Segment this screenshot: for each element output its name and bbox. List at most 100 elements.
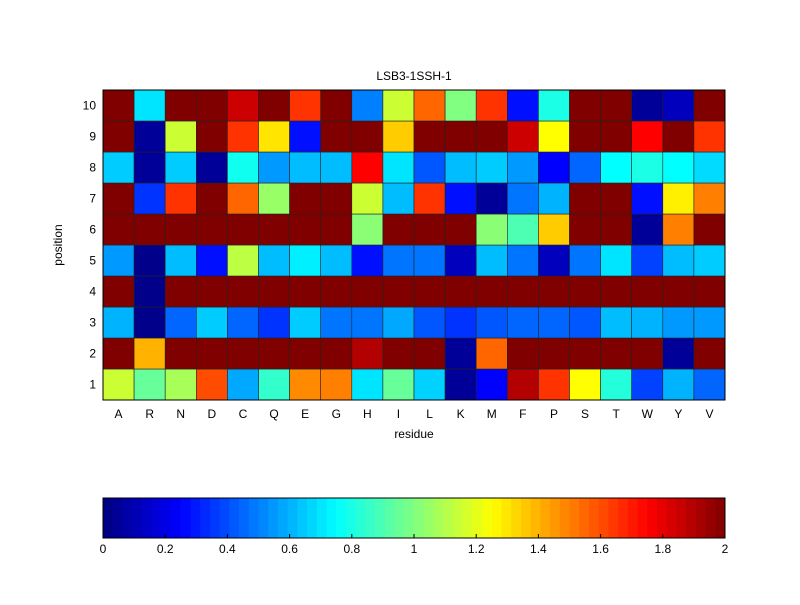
heatmap-cell: [320, 368, 353, 401]
heatmap-cell: [693, 89, 726, 122]
heatmap-cell: [164, 306, 197, 339]
heatmap-cell: [133, 244, 166, 277]
colorbar-segment: [482, 498, 493, 538]
heatmap-cell: [631, 120, 664, 153]
heatmap-cell: [569, 275, 601, 308]
colorbar-segment: [676, 498, 687, 538]
heatmap-cell: [227, 337, 259, 370]
heatmap-cell: [196, 213, 228, 246]
heatmap-cell: [289, 306, 322, 339]
heatmap-cell: [196, 120, 228, 153]
heatmap-cell: [351, 337, 384, 370]
heatmap-cell: [133, 368, 166, 401]
heatmap-cell: [662, 275, 695, 308]
heatmap-cell: [102, 89, 135, 122]
heatmap-cell: [320, 151, 353, 184]
heatmap-cell: [351, 151, 384, 184]
heatmap-cell: [693, 213, 726, 246]
heatmap-cell: [631, 337, 664, 370]
y-tick-labels: 1 2 3 4 5 6 7 8 9 10: [83, 99, 97, 392]
x-tick-label: P: [550, 407, 558, 421]
heatmap-cell: [413, 182, 446, 215]
colorbar-segment: [520, 498, 532, 538]
colorbar-segment: [695, 498, 707, 538]
heatmap-cell: [289, 120, 322, 153]
colorbar-segment: [462, 498, 473, 538]
heatmap-cell: [164, 368, 197, 401]
heatmap-cell: [444, 368, 477, 401]
heatmap-cell: [102, 182, 135, 215]
heatmap-cell: [600, 337, 632, 370]
y-axis-label: position: [51, 224, 65, 265]
heatmap-cell: [631, 244, 664, 277]
heatmap-cell: [133, 151, 166, 184]
colorbar-segment: [423, 498, 434, 538]
heatmap-cell: [227, 89, 259, 122]
colorbar-segment: [569, 498, 580, 538]
heatmap-cell: [693, 275, 726, 308]
heatmap-cell: [382, 182, 415, 215]
heatmap-cell: [506, 213, 539, 246]
heatmap-cell: [506, 306, 539, 339]
heatmap-cell: [444, 306, 477, 339]
heatmap-cell: [320, 306, 353, 339]
heatmap-cell: [227, 213, 259, 246]
colorbar-tick-label: 1.4: [530, 542, 547, 556]
heatmap-cell: [289, 182, 322, 215]
heatmap-cell: [475, 337, 508, 370]
heatmap-cell: [413, 337, 446, 370]
heatmap-cell: [382, 244, 415, 277]
x-tick-label: F: [519, 407, 526, 421]
heatmap-cell: [164, 120, 197, 153]
x-tick-label: M: [487, 407, 497, 421]
x-tick-label: W: [642, 407, 654, 421]
heatmap-cell: [693, 244, 726, 277]
heatmap-cell: [413, 120, 446, 153]
colorbar-tick-label: 1.6: [592, 542, 609, 556]
colorbar-segment: [705, 498, 716, 538]
heatmap-cell: [196, 244, 228, 277]
heatmap-cell: [662, 151, 695, 184]
heatmap-cell: [631, 213, 664, 246]
heatmap-cell: [538, 120, 570, 153]
heatmap-cell: [538, 368, 570, 401]
heatmap-cell: [382, 337, 415, 370]
heatmap-cell: [600, 306, 632, 339]
colorbar-segment: [268, 498, 279, 538]
heatmap-cell: [382, 120, 415, 153]
heatmap-cell: [196, 337, 228, 370]
colorbar-segment: [579, 498, 590, 538]
heatmap-cell: [631, 275, 664, 308]
heatmap-cell: [569, 368, 601, 401]
heatmap-cell: [320, 89, 353, 122]
heatmap-cell: [444, 244, 477, 277]
colorbar-segment: [452, 498, 464, 538]
y-tick-label: 5: [89, 254, 96, 268]
colorbar-segment: [715, 498, 726, 538]
heatmap-cell: [164, 151, 197, 184]
heatmap-cell: [351, 89, 384, 122]
heatmap-cell: [289, 368, 322, 401]
x-tick-label: I: [397, 407, 400, 421]
heatmap-cell: [102, 306, 135, 339]
heatmap-cell: [600, 368, 632, 401]
colorbar-tick-label: 2: [722, 542, 729, 556]
colorbar-segment: [559, 498, 570, 538]
heatmap-cell: [164, 182, 197, 215]
heatmap-cell: [351, 368, 384, 401]
x-axis-label: residue: [394, 427, 434, 441]
colorbar-segment: [180, 498, 191, 538]
heatmap-cell: [693, 337, 726, 370]
heatmap-cell: [569, 120, 601, 153]
heatmap-cell: [506, 244, 539, 277]
heatmap-cell: [538, 213, 570, 246]
heatmap-cell: [289, 275, 322, 308]
heatmap-cell: [444, 151, 477, 184]
colorbar-segment: [666, 498, 677, 538]
heatmap-cell: [693, 306, 726, 339]
heatmap-cell: [444, 89, 477, 122]
heatmap-cell: [382, 151, 415, 184]
colorbar-segment: [132, 498, 143, 538]
heatmap-cell: [133, 120, 166, 153]
colorbar-segment: [365, 498, 376, 538]
